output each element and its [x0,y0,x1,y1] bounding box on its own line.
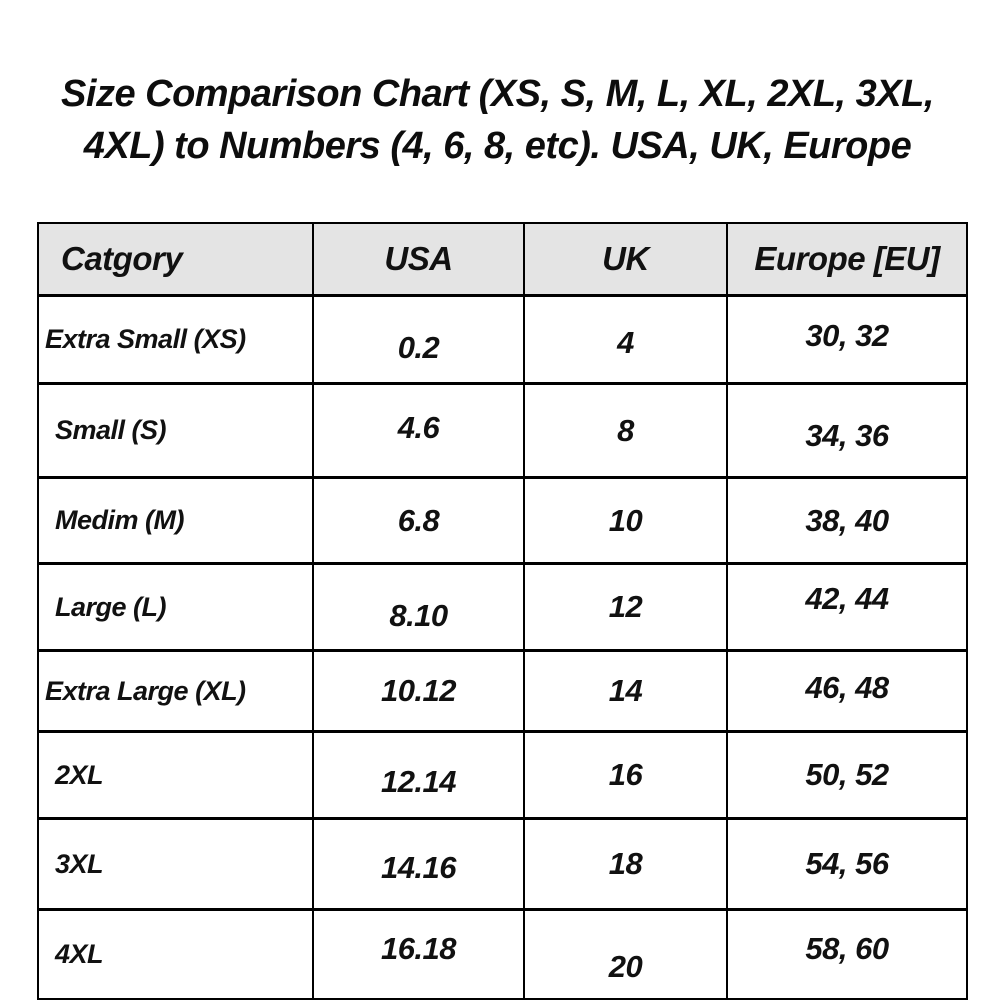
cell-europe: 54, 56 [728,820,966,911]
cell-usa: 12.14 [314,733,525,820]
cell-category: Large (L) [39,565,314,652]
cell-usa: 14.16 [314,820,525,911]
cell-uk: 8 [525,385,728,479]
cell-europe: 42, 44 [728,565,966,652]
cell-europe: 58, 60 [805,930,889,966]
title-line-1: Size Comparison Chart (XS, S, M, L, XL, … [61,73,934,115]
cell-category: Extra Small (XS) [39,297,314,385]
cell-usa: 0.2 [314,297,525,385]
cell-category: 3XL [39,820,314,911]
cell-usa: 6.8 [314,479,525,565]
cell-category: Medim (M) [39,479,314,565]
cell-usa: 8.10 [314,565,525,652]
cell-uk: 20 [525,911,728,998]
header-cell-category: Catgory [39,224,314,297]
cell-usa: 16.18 [314,911,525,998]
cell-europe: 34, 36 [728,385,966,479]
cell-category: 2XL [39,733,314,820]
cell-uk: 18 [525,820,728,911]
header-cell-europe: Europe [EU] [728,224,966,297]
header-cell-uk: UK [525,224,728,297]
cell-uk: 4 [525,297,728,385]
size-comparison-table: Catgory USA UK Europe [EU] Extra Small (… [37,222,968,1000]
cell-category: Extra Large (XL) [39,652,314,733]
cell-uk: 14 [525,652,728,733]
header-cell-usa: USA [314,224,525,297]
cell-category: Small (S) [39,385,314,479]
cell-usa: 4.6 [314,385,525,479]
cell-usa: 10.12 [314,652,525,733]
cell-europe: 50, 52 [728,733,966,820]
cell-uk: 16 [525,733,728,820]
cell-category: 4XL [39,911,314,998]
title-line-2: 4XL) to Numbers (4, 6, 8, etc). USA, UK,… [83,125,912,168]
cell-europe: 30, 32 [728,297,966,385]
cell-uk: 10 [525,479,728,565]
cell-europe: 46, 48 [728,652,966,733]
cell-europe: 38, 40 [728,479,966,565]
page-title: Size Comparison Chart (XS, S, M, L, XL, … [25,68,970,173]
cell-uk: 12 [525,565,728,652]
